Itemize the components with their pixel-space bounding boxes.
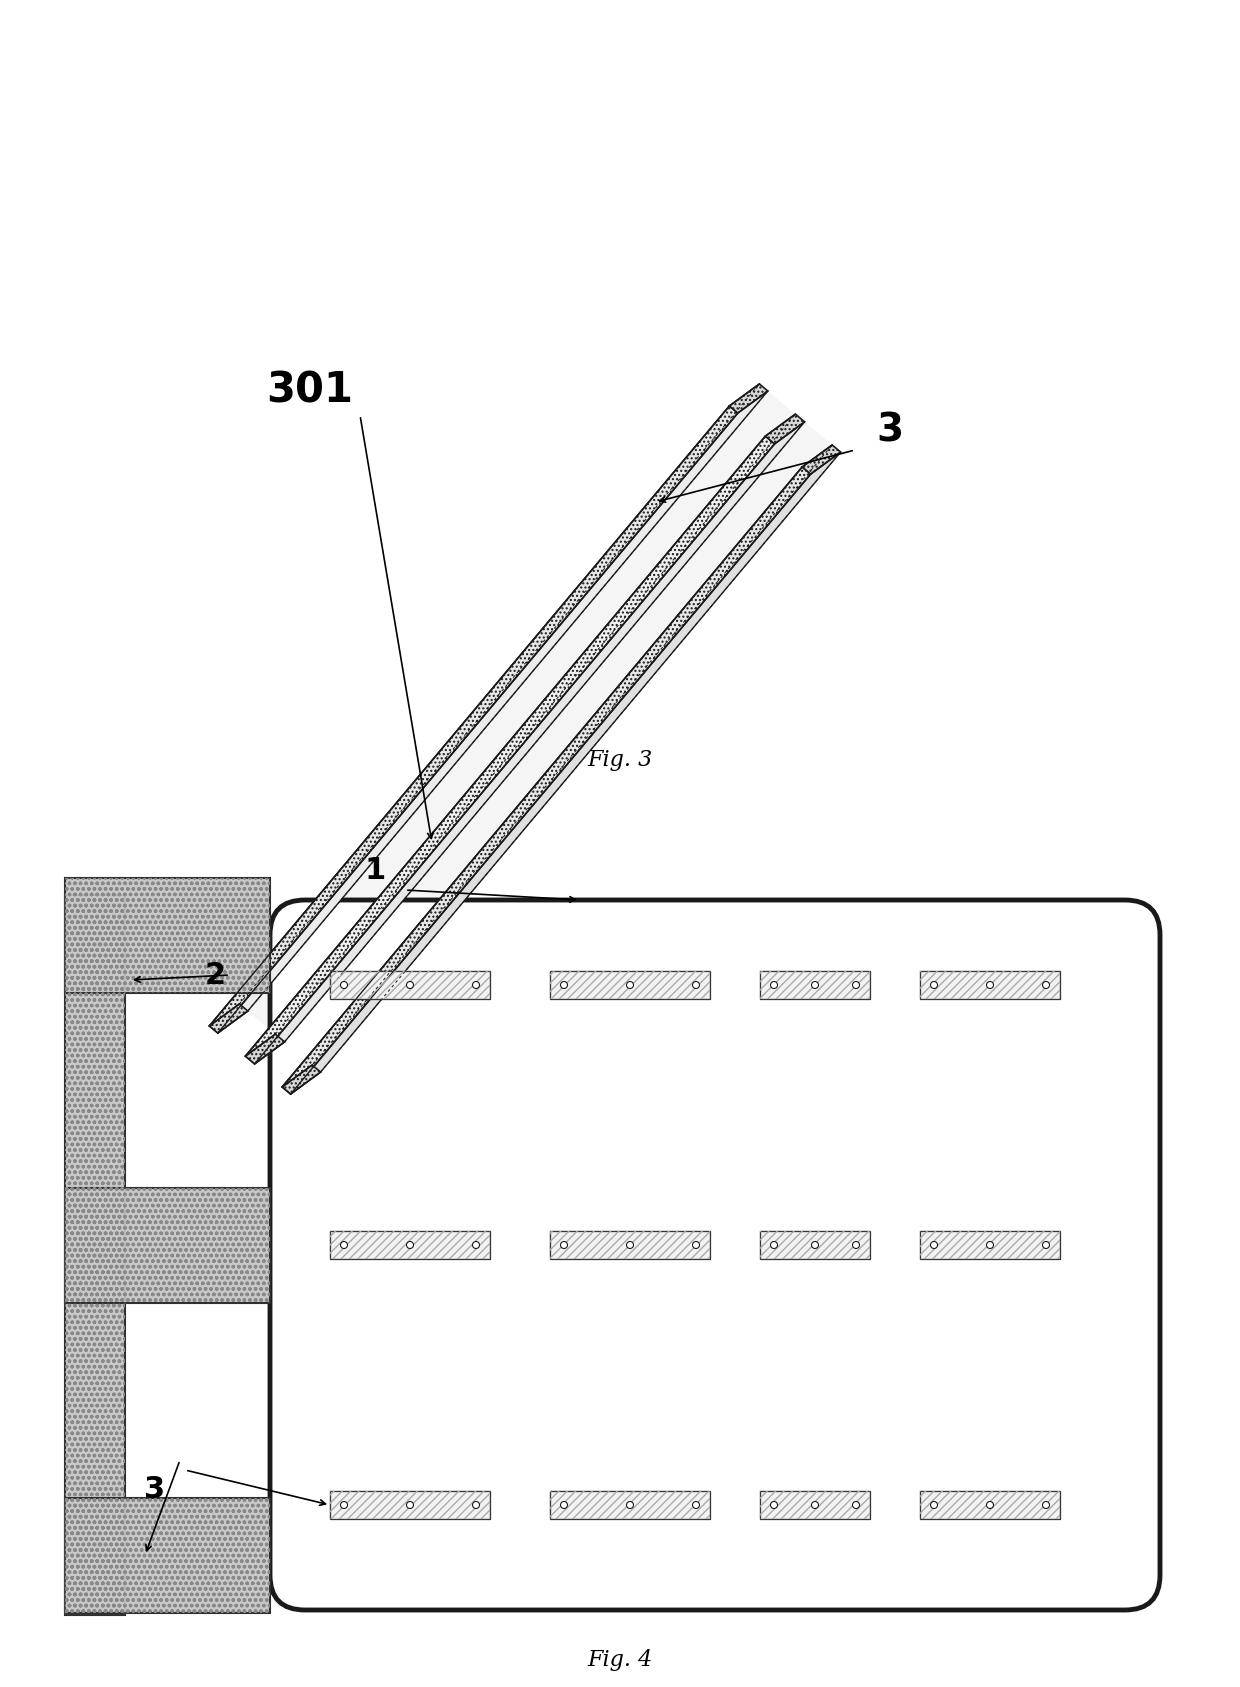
- Polygon shape: [254, 422, 805, 1064]
- Bar: [920, 1491, 1060, 1518]
- Polygon shape: [239, 385, 768, 1011]
- Polygon shape: [765, 413, 805, 444]
- Circle shape: [341, 1242, 347, 1248]
- Polygon shape: [312, 445, 841, 1071]
- Circle shape: [770, 1242, 777, 1248]
- Circle shape: [692, 1242, 699, 1248]
- Circle shape: [472, 1501, 480, 1508]
- Circle shape: [341, 982, 347, 989]
- Circle shape: [626, 1242, 634, 1248]
- Polygon shape: [729, 385, 768, 413]
- Circle shape: [472, 1242, 480, 1248]
- Polygon shape: [248, 391, 795, 1034]
- Bar: [64, 1498, 270, 1613]
- Polygon shape: [285, 422, 832, 1064]
- Bar: [551, 1491, 711, 1518]
- Circle shape: [770, 982, 777, 989]
- Circle shape: [987, 982, 993, 989]
- Circle shape: [692, 982, 699, 989]
- Circle shape: [626, 982, 634, 989]
- Bar: [551, 972, 711, 999]
- Bar: [551, 1232, 711, 1259]
- Text: 1: 1: [365, 855, 386, 884]
- Bar: [64, 1188, 270, 1302]
- Polygon shape: [802, 445, 841, 474]
- Circle shape: [560, 1501, 568, 1508]
- Circle shape: [1043, 982, 1049, 989]
- Bar: [64, 1498, 270, 1613]
- Text: 3: 3: [144, 1476, 166, 1505]
- Polygon shape: [283, 1064, 321, 1095]
- Circle shape: [341, 1501, 347, 1508]
- Circle shape: [692, 1501, 699, 1508]
- Circle shape: [472, 982, 480, 989]
- Bar: [551, 972, 711, 999]
- Bar: [330, 972, 490, 999]
- Polygon shape: [283, 467, 811, 1095]
- Bar: [64, 877, 270, 992]
- Text: Fig. 4: Fig. 4: [588, 1648, 652, 1672]
- Circle shape: [1043, 1501, 1049, 1508]
- Circle shape: [811, 1242, 818, 1248]
- Polygon shape: [290, 452, 841, 1095]
- Bar: [551, 1232, 711, 1259]
- Circle shape: [1043, 1242, 1049, 1248]
- Circle shape: [930, 1501, 937, 1508]
- Bar: [920, 1491, 1060, 1518]
- Circle shape: [407, 1501, 413, 1508]
- Circle shape: [853, 1242, 859, 1248]
- Bar: [760, 1491, 870, 1518]
- Polygon shape: [275, 413, 805, 1043]
- Polygon shape: [283, 445, 832, 1086]
- Bar: [330, 1232, 490, 1259]
- Bar: [330, 1491, 490, 1518]
- FancyBboxPatch shape: [270, 899, 1159, 1609]
- Text: 301: 301: [267, 369, 353, 412]
- Circle shape: [853, 1501, 859, 1508]
- Circle shape: [407, 982, 413, 989]
- Polygon shape: [210, 1004, 248, 1032]
- Bar: [760, 1491, 870, 1518]
- Bar: [64, 877, 270, 992]
- Bar: [920, 972, 1060, 999]
- Bar: [760, 1232, 870, 1259]
- Circle shape: [560, 1242, 568, 1248]
- Bar: [64, 896, 125, 1614]
- Bar: [330, 972, 490, 999]
- Bar: [920, 1232, 1060, 1259]
- Polygon shape: [210, 407, 738, 1032]
- Bar: [330, 1491, 490, 1518]
- Polygon shape: [218, 391, 768, 1032]
- Polygon shape: [210, 385, 759, 1026]
- Bar: [760, 1232, 870, 1259]
- Circle shape: [626, 1501, 634, 1508]
- Circle shape: [770, 1501, 777, 1508]
- Circle shape: [811, 982, 818, 989]
- Bar: [64, 1188, 270, 1302]
- Circle shape: [853, 982, 859, 989]
- Bar: [551, 1491, 711, 1518]
- Text: 2: 2: [205, 960, 226, 990]
- Bar: [920, 972, 1060, 999]
- Polygon shape: [246, 1034, 285, 1064]
- Circle shape: [987, 1242, 993, 1248]
- Text: Fig. 3: Fig. 3: [588, 749, 652, 771]
- Circle shape: [811, 1501, 818, 1508]
- Circle shape: [987, 1501, 993, 1508]
- Bar: [64, 896, 125, 1614]
- Text: 3: 3: [877, 412, 904, 449]
- Bar: [330, 1232, 490, 1259]
- Circle shape: [560, 982, 568, 989]
- Circle shape: [930, 982, 937, 989]
- Bar: [760, 972, 870, 999]
- Polygon shape: [246, 413, 795, 1056]
- Circle shape: [407, 1242, 413, 1248]
- Bar: [920, 1232, 1060, 1259]
- Bar: [760, 972, 870, 999]
- Circle shape: [930, 1242, 937, 1248]
- Polygon shape: [246, 437, 775, 1064]
